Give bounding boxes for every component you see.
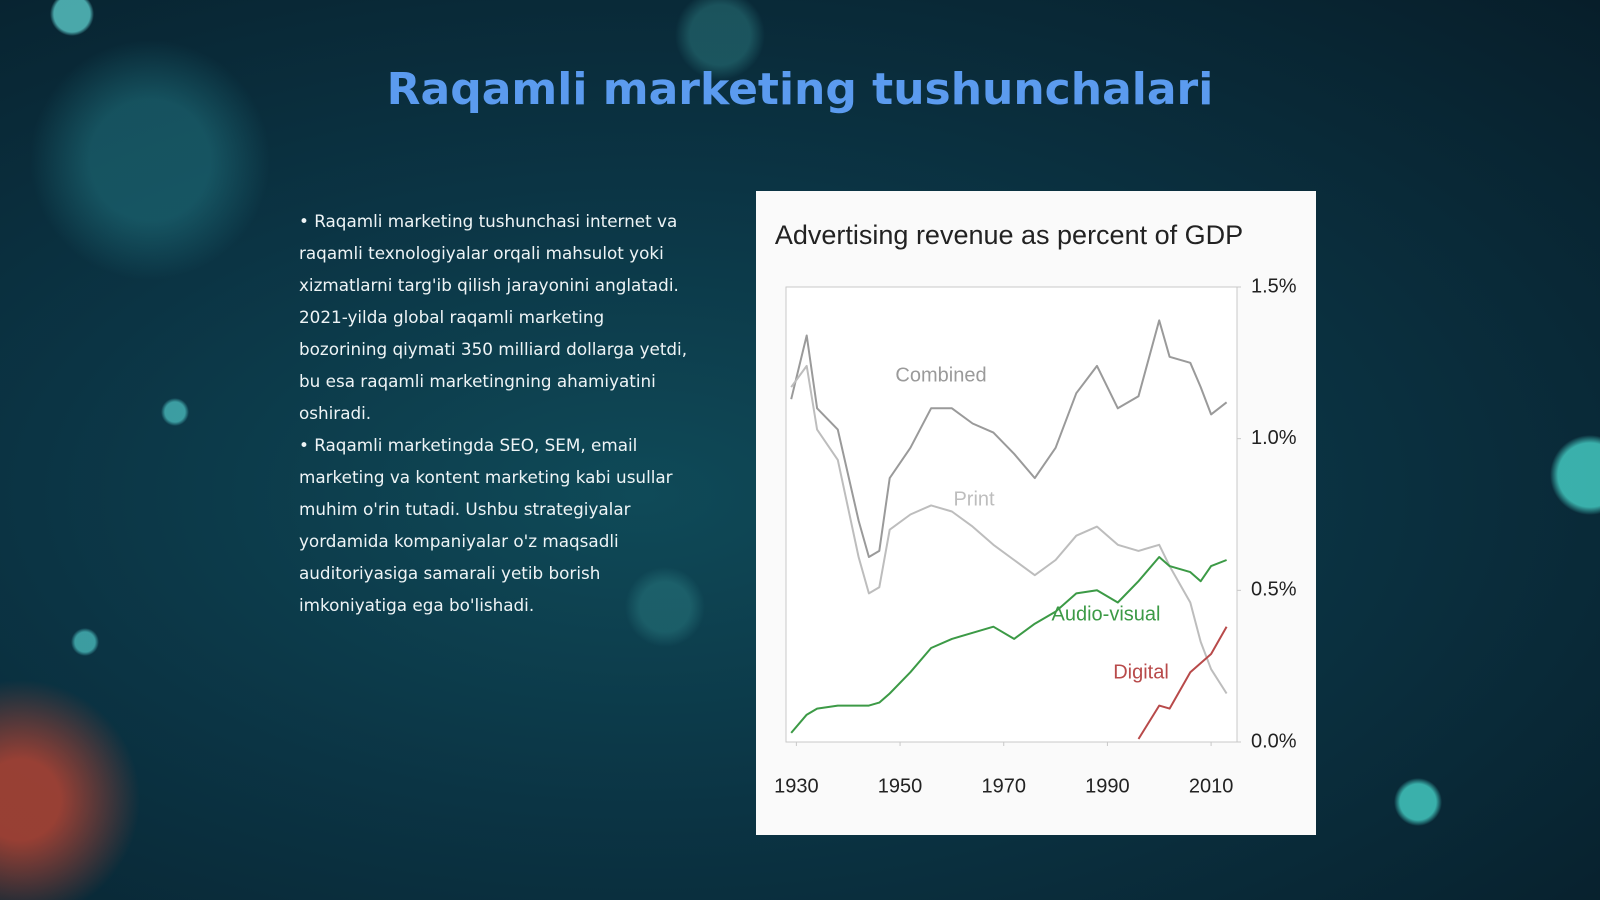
paragraph: • Raqamli marketingda SEO, SEM, email ma… bbox=[299, 435, 673, 615]
x-tick-label: 2010 bbox=[1189, 775, 1234, 797]
series-label: Combined bbox=[895, 364, 986, 386]
series-line bbox=[790, 319, 1228, 558]
series-line bbox=[1137, 626, 1228, 740]
x-tick-label: 1930 bbox=[774, 775, 819, 797]
paragraph: • Raqamli marketing tushunchasi internet… bbox=[299, 211, 688, 423]
chart-title: Advertising revenue as percent of GDP bbox=[775, 220, 1243, 250]
body-text: • Raqamli marketing tushunchasi internet… bbox=[299, 205, 691, 621]
chart: Advertising revenue as percent of GDP 0.… bbox=[756, 191, 1316, 835]
y-tick-label: 0.5% bbox=[1251, 579, 1297, 601]
plot-area bbox=[785, 286, 1238, 743]
series-label: Audio-visual bbox=[1052, 603, 1161, 625]
series-line bbox=[790, 364, 1228, 695]
x-tick-label: 1990 bbox=[1085, 775, 1130, 797]
slide-title: Raqamli marketing tushunchalari bbox=[386, 64, 1214, 115]
y-tick-label: 1.5% bbox=[1251, 275, 1297, 297]
series-label: Print bbox=[953, 488, 995, 510]
series-line bbox=[790, 556, 1227, 734]
y-tick-label: 0.0% bbox=[1251, 730, 1297, 752]
y-tick-label: 1.0% bbox=[1251, 427, 1297, 449]
series-label: Digital bbox=[1113, 661, 1169, 683]
x-tick-label: 1950 bbox=[878, 775, 923, 797]
x-tick-label: 1970 bbox=[981, 775, 1026, 797]
